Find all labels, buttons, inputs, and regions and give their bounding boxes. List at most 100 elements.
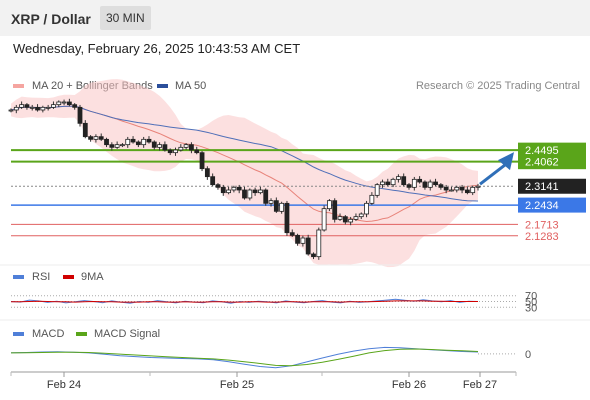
candle-down xyxy=(295,234,300,244)
rsi-level-label: 30 xyxy=(525,302,537,314)
candle-up xyxy=(364,202,369,215)
level-label-support: 2.1713 xyxy=(525,219,559,231)
candle-up xyxy=(247,189,253,199)
candle-up xyxy=(411,178,417,188)
candle-up xyxy=(395,176,401,180)
candle-up xyxy=(231,186,237,191)
level-tag-pivot xyxy=(518,197,586,213)
research-credit: Research © 2025 Trading Central xyxy=(415,80,580,92)
candle-up xyxy=(120,144,125,147)
ma50-legend: MA 50 xyxy=(175,80,207,92)
candle-down xyxy=(273,200,279,212)
candle-up xyxy=(114,144,120,148)
candle-down xyxy=(98,136,104,140)
chart-datetime: Wednesday, February 26, 2025 10:43:53 AM… xyxy=(13,41,301,56)
chart-header: XRP / Dollar 30 MIN xyxy=(0,0,590,36)
macd-signal-line xyxy=(10,348,479,367)
candle-up xyxy=(178,146,184,151)
candle-up xyxy=(157,144,162,148)
level-tag-current xyxy=(518,178,586,194)
ma50-swatch xyxy=(157,84,168,88)
candle-down xyxy=(220,186,226,194)
candle-down xyxy=(194,149,200,154)
candle-up xyxy=(268,200,274,204)
candle-up xyxy=(470,186,476,194)
candle-down xyxy=(204,168,210,178)
candle-up xyxy=(369,194,375,204)
macd-legend: MACD xyxy=(32,328,65,340)
candle-up xyxy=(449,189,454,192)
candle-up xyxy=(13,106,19,111)
candle-down xyxy=(215,184,221,188)
candle-down xyxy=(189,144,194,151)
candle-up xyxy=(19,104,25,108)
rsi-legend: RSI xyxy=(32,271,51,283)
level-label-pivot: 2.2434 xyxy=(525,200,559,212)
projection-arrow xyxy=(479,162,507,186)
candle-up xyxy=(353,216,359,220)
candle-down xyxy=(342,216,348,223)
candle-down xyxy=(422,181,428,188)
candle-down xyxy=(289,232,295,236)
candle-up xyxy=(475,185,481,188)
candle-down xyxy=(24,104,30,108)
candle-down xyxy=(167,149,173,154)
level-label-resistance: 2.4062 xyxy=(525,157,559,169)
candle-down xyxy=(263,189,269,204)
candle-down xyxy=(433,181,438,186)
candle-up xyxy=(427,181,433,188)
candle-up xyxy=(173,149,178,154)
candle-down xyxy=(284,202,290,234)
candle-down xyxy=(417,178,423,183)
candle-up xyxy=(390,178,396,186)
candle-down xyxy=(242,189,247,199)
level-label-current: 2.3141 xyxy=(525,181,559,193)
level-label-support: 2.1283 xyxy=(525,231,559,243)
candle-up xyxy=(316,229,322,258)
timeframe-button[interactable]: 30 MIN xyxy=(100,6,151,30)
candle-up xyxy=(327,200,332,210)
candle-up xyxy=(337,216,343,220)
candle-down xyxy=(210,176,216,186)
candle-down xyxy=(459,186,465,191)
candle-up xyxy=(141,138,147,146)
x-tick-label: Feb 24 xyxy=(47,379,81,391)
candle-up xyxy=(300,237,306,244)
macd-zero-label: 0 xyxy=(525,349,531,361)
candle-up xyxy=(374,184,380,196)
x-tick-label: Feb 25 xyxy=(220,379,254,391)
candle-up xyxy=(226,189,231,194)
rsi-level-label: 70 xyxy=(525,291,537,303)
candle-up xyxy=(454,186,460,191)
macd-swatch xyxy=(13,332,24,336)
candle-down xyxy=(443,186,449,191)
level-tag-resistance xyxy=(518,142,586,158)
candle-down xyxy=(146,138,152,143)
candle-down xyxy=(438,184,444,188)
candle-up xyxy=(279,202,285,212)
macd-signal-legend: MACD Signal xyxy=(94,328,161,340)
rsi-ma-legend: 9MA xyxy=(81,271,104,283)
macd-signal-swatch xyxy=(76,332,87,336)
candle-down xyxy=(130,138,136,143)
candle-down xyxy=(199,152,205,170)
candle-down xyxy=(401,176,407,186)
candle-up xyxy=(380,181,385,186)
candle-up xyxy=(61,101,67,104)
candle-up xyxy=(183,144,189,148)
candle-down xyxy=(332,200,338,220)
candle-up xyxy=(45,106,51,109)
candle-down xyxy=(88,136,94,140)
candle-up xyxy=(348,218,354,223)
candle-down xyxy=(135,141,141,146)
candle-down xyxy=(464,189,470,194)
candle-up xyxy=(8,109,14,112)
candle-down xyxy=(82,122,88,138)
rsi-ma-line xyxy=(11,300,478,303)
candle-up xyxy=(321,208,327,231)
ma20-swatch xyxy=(13,84,24,88)
ma50-line xyxy=(10,105,479,202)
candle-down xyxy=(35,106,40,111)
candle-up xyxy=(40,106,46,111)
